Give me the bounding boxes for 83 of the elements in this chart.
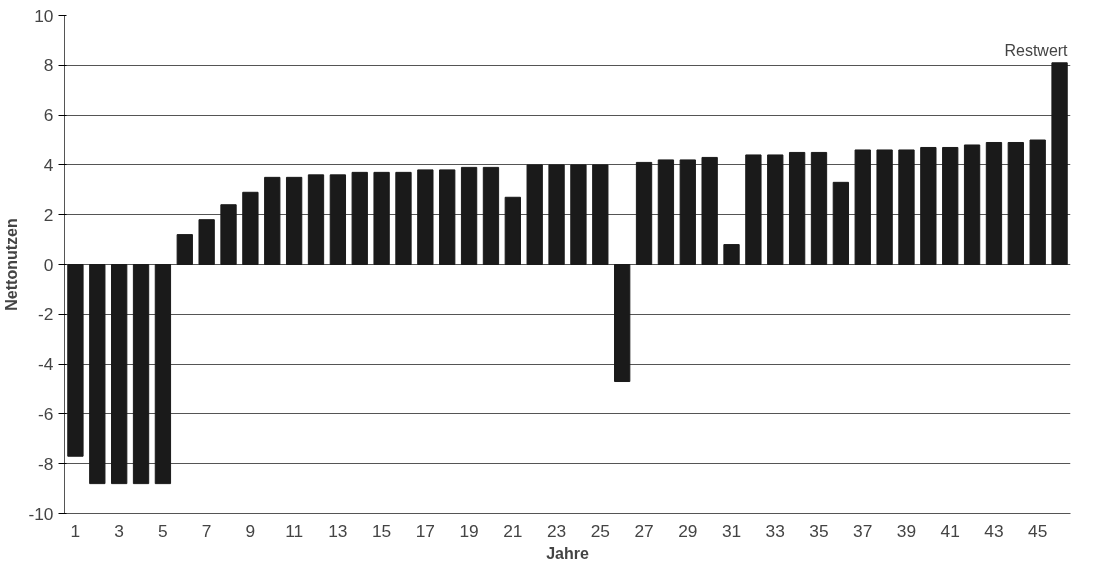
x-tick-label: 15 bbox=[371, 520, 392, 541]
bar bbox=[942, 146, 959, 265]
x-tick-label: 5 bbox=[158, 520, 168, 541]
y-tick-label: 2 bbox=[43, 204, 54, 225]
x-tick-label: 9 bbox=[245, 520, 256, 541]
x-tick-label: 19 bbox=[459, 520, 479, 541]
bar bbox=[920, 146, 937, 265]
bar bbox=[264, 176, 281, 265]
bar bbox=[788, 151, 806, 265]
bar bbox=[767, 154, 784, 265]
y-tick-label: 0 bbox=[43, 254, 54, 275]
bar bbox=[220, 204, 237, 265]
bar bbox=[854, 149, 871, 265]
bar bbox=[351, 171, 368, 265]
bar bbox=[89, 264, 106, 485]
x-tick-label: 37 bbox=[853, 520, 873, 541]
x-tick-label: 3 bbox=[114, 520, 124, 541]
x-tick-label: 11 bbox=[285, 520, 304, 541]
x-tick-label: 31 bbox=[721, 520, 742, 541]
bar bbox=[1051, 62, 1068, 265]
x-tick-label: 27 bbox=[634, 520, 654, 541]
x-tick-label: 25 bbox=[590, 520, 610, 541]
x-tick-label: 7 bbox=[201, 520, 212, 541]
bar bbox=[198, 219, 215, 265]
bar bbox=[657, 159, 675, 265]
x-tick-label: 45 bbox=[1028, 520, 1048, 541]
y-tick-label: -4 bbox=[38, 354, 54, 375]
bar bbox=[810, 151, 828, 265]
bar bbox=[1029, 139, 1046, 265]
bar bbox=[307, 174, 325, 265]
bar bbox=[504, 196, 521, 265]
bar bbox=[395, 171, 412, 265]
bar bbox=[1007, 141, 1024, 265]
bar bbox=[635, 161, 653, 265]
x-tick-label: 41 bbox=[940, 520, 960, 541]
bar bbox=[723, 244, 740, 265]
bar bbox=[898, 149, 915, 265]
bar bbox=[111, 264, 128, 485]
bar bbox=[242, 191, 259, 265]
annotation: Restwert bbox=[1004, 41, 1069, 59]
y-tick-label: 6 bbox=[43, 105, 54, 126]
y-tick-label: -2 bbox=[38, 304, 54, 325]
x-tick-label: 23 bbox=[546, 520, 567, 541]
y-tick-label: 4 bbox=[43, 154, 54, 175]
y-tick-label: -10 bbox=[28, 503, 54, 524]
bar bbox=[832, 181, 850, 265]
x-tick-label: 39 bbox=[896, 520, 917, 541]
bar bbox=[285, 176, 303, 265]
y-axis-title: Nettonutzen bbox=[3, 218, 21, 311]
x-tick-label: 1 bbox=[70, 520, 81, 541]
bar bbox=[701, 156, 718, 265]
bar bbox=[548, 164, 565, 265]
bar bbox=[132, 264, 150, 485]
bar bbox=[373, 171, 390, 265]
bar bbox=[526, 164, 543, 265]
bar bbox=[876, 149, 893, 265]
bar bbox=[460, 166, 478, 265]
bar bbox=[329, 174, 347, 265]
x-tick-label: 17 bbox=[415, 520, 435, 541]
x-tick-label: 29 bbox=[678, 520, 698, 541]
bar bbox=[679, 159, 696, 265]
bar bbox=[439, 169, 456, 265]
bar bbox=[417, 169, 434, 265]
bar bbox=[985, 141, 1003, 265]
bar bbox=[963, 144, 981, 265]
bar bbox=[614, 264, 631, 383]
x-tick-label: 43 bbox=[984, 520, 1004, 541]
bar bbox=[745, 154, 762, 265]
bar bbox=[482, 166, 500, 265]
y-tick-label: 8 bbox=[43, 55, 54, 76]
x-tick-label: 13 bbox=[328, 520, 348, 541]
y-tick-label: 10 bbox=[34, 5, 54, 26]
x-tick-label: 33 bbox=[765, 520, 785, 541]
x-tick-label: 35 bbox=[809, 520, 829, 541]
bar bbox=[67, 264, 84, 457]
y-tick-label: -8 bbox=[38, 453, 54, 474]
x-axis-title: Jahre bbox=[546, 544, 589, 562]
bar bbox=[176, 234, 193, 265]
y-tick-label: -6 bbox=[38, 403, 54, 424]
bar bbox=[154, 264, 172, 485]
x-tick-label: 21 bbox=[503, 520, 523, 541]
bar bbox=[570, 164, 587, 265]
bar bbox=[592, 164, 609, 265]
